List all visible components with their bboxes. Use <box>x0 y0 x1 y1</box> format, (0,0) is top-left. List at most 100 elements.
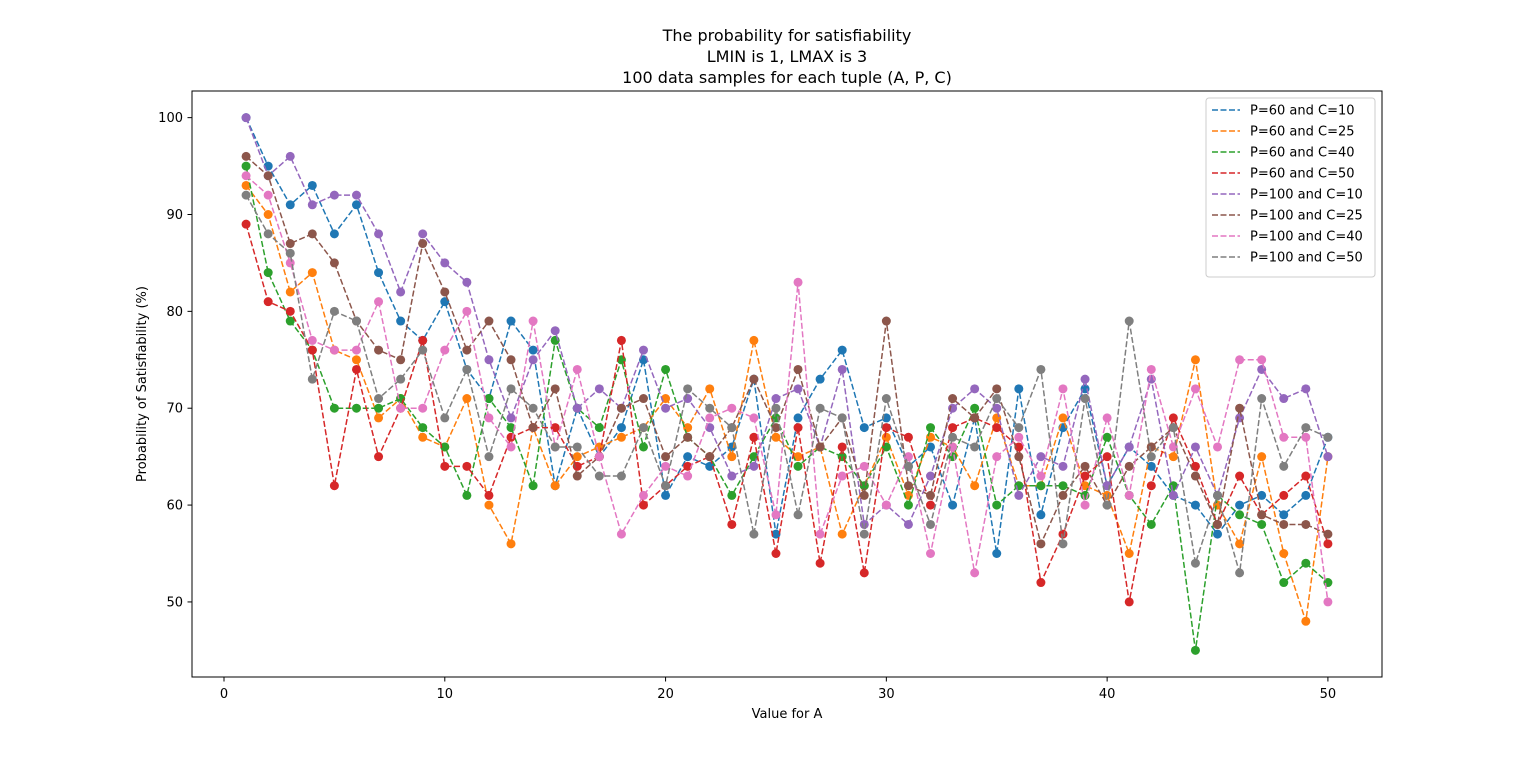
data-point <box>1213 529 1223 539</box>
data-point <box>1323 529 1333 539</box>
data-point <box>528 316 538 326</box>
data-point <box>926 490 936 500</box>
data-point <box>1213 490 1223 500</box>
data-point <box>661 403 671 413</box>
data-point <box>683 432 693 442</box>
data-point <box>418 432 428 442</box>
legend-label: P=100 and C=10 <box>1250 188 1363 203</box>
legend-item: P=100 and C=40 <box>1212 230 1363 245</box>
data-point <box>837 471 847 481</box>
series-7 <box>241 171 1333 607</box>
data-point <box>970 568 980 578</box>
data-point <box>351 200 361 210</box>
data-point <box>1146 442 1156 452</box>
data-point <box>749 432 759 442</box>
series-line <box>245 184 1329 622</box>
legend-item: P=100 and C=50 <box>1212 251 1363 266</box>
data-point <box>285 316 295 326</box>
data-point <box>1146 481 1156 491</box>
data-point <box>1080 471 1090 481</box>
data-point <box>683 452 693 462</box>
series-line <box>245 175 1329 603</box>
data-point <box>396 316 406 326</box>
data-point <box>1036 578 1046 588</box>
data-point <box>374 403 384 413</box>
data-point <box>1168 490 1178 500</box>
data-point <box>859 529 869 539</box>
legend-item: P=60 and C=10 <box>1212 104 1355 119</box>
data-point <box>926 500 936 510</box>
data-point <box>727 519 737 529</box>
data-point <box>1279 394 1289 404</box>
data-point <box>638 500 648 510</box>
data-point <box>881 432 891 442</box>
data-point <box>793 277 803 287</box>
data-point <box>440 258 450 268</box>
x-tick-label: 20 <box>657 687 674 702</box>
data-point <box>705 384 715 394</box>
data-point <box>705 403 715 413</box>
legend-label: P=100 and C=25 <box>1250 209 1363 224</box>
data-point <box>705 461 715 471</box>
data-point <box>1124 316 1134 326</box>
data-point <box>329 403 339 413</box>
data-point <box>396 355 406 365</box>
series-5 <box>241 113 1333 529</box>
plot-frame <box>191 90 1383 678</box>
data-point <box>1102 413 1112 423</box>
data-point <box>1235 500 1245 510</box>
data-point <box>506 539 516 549</box>
data-point <box>1235 471 1245 481</box>
data-point <box>241 171 251 181</box>
data-point <box>926 423 936 433</box>
data-point <box>638 394 648 404</box>
data-point <box>1080 374 1090 384</box>
data-point <box>1146 452 1156 462</box>
data-point <box>1146 519 1156 529</box>
data-point <box>970 403 980 413</box>
data-point <box>484 452 494 462</box>
data-point <box>263 171 273 181</box>
data-point <box>881 394 891 404</box>
data-point <box>528 403 538 413</box>
data-point <box>1036 510 1046 520</box>
data-point <box>727 423 737 433</box>
data-point <box>1301 558 1311 568</box>
legend-item: P=60 and C=25 <box>1212 125 1355 140</box>
title-line-3: 100 data samples for each tuple (A, P, C… <box>622 68 952 87</box>
data-point <box>572 364 582 374</box>
data-point <box>1235 510 1245 520</box>
data-point <box>616 471 626 481</box>
data-point <box>1235 355 1245 365</box>
data-point <box>351 355 361 365</box>
data-point <box>550 326 560 336</box>
data-point <box>351 190 361 200</box>
data-point <box>771 529 781 539</box>
data-point <box>1036 471 1046 481</box>
data-point <box>638 442 648 452</box>
data-point <box>285 287 295 297</box>
data-point <box>374 413 384 423</box>
data-point <box>903 519 913 529</box>
data-point <box>881 500 891 510</box>
data-point <box>1301 384 1311 394</box>
legend-item: P=100 and C=25 <box>1212 209 1363 224</box>
data-point <box>1323 597 1333 607</box>
data-point <box>285 248 295 258</box>
data-point <box>815 558 825 568</box>
data-point <box>837 345 847 355</box>
data-point <box>572 442 582 452</box>
data-point <box>462 345 472 355</box>
data-point <box>837 413 847 423</box>
data-point <box>661 490 671 500</box>
data-point <box>572 461 582 471</box>
data-point <box>948 423 958 433</box>
data-point <box>859 519 869 529</box>
data-point <box>859 461 869 471</box>
data-point <box>1301 490 1311 500</box>
data-point <box>528 481 538 491</box>
data-point <box>594 423 604 433</box>
data-point <box>440 442 450 452</box>
legend-label: P=60 and C=40 <box>1250 146 1355 161</box>
data-point <box>1102 432 1112 442</box>
